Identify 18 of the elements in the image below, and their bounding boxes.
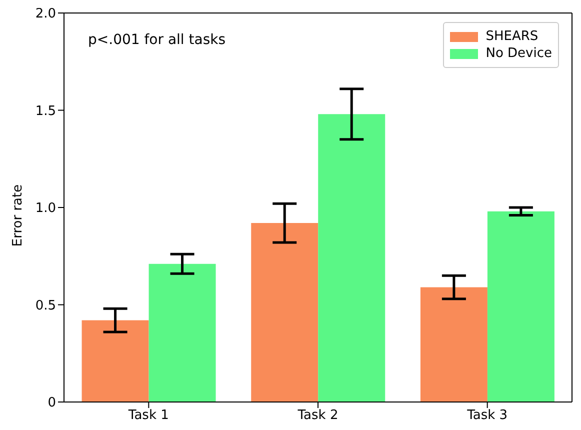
y-tick-label: 0 [48,396,56,411]
y-tick-label: 0.5 [35,298,56,314]
legend-label: No Device [486,46,552,61]
legend-label: SHEARS [486,29,538,44]
x-tick-label: Task 2 [296,408,338,424]
y-tick-label: 2.0 [35,6,56,22]
bar [82,320,149,402]
y-tick-label: 1.0 [35,201,56,216]
y-tick-label: 1.5 [35,104,56,119]
bar [251,223,318,402]
bar [318,114,386,402]
bar [487,211,554,402]
x-tick-label: Task 1 [127,408,169,424]
bar [420,287,488,402]
bar [148,264,216,402]
y-axis-title: Error rate [10,183,26,249]
annotation: p<.001 for all tasks [88,32,226,48]
x-tick-label: Task 3 [466,408,508,424]
